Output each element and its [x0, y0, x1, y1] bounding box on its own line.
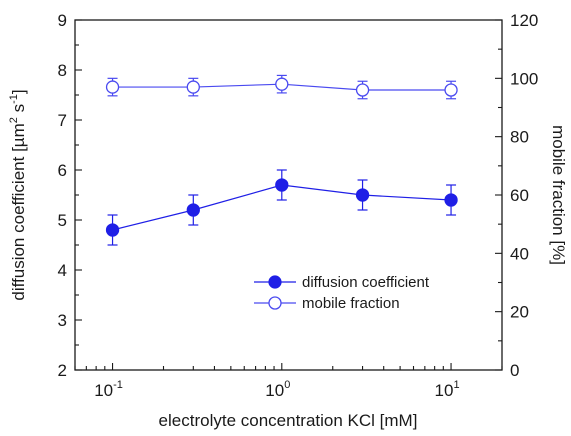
right-y-tick-label: 120	[510, 11, 538, 30]
legend-marker-mobile-fraction	[268, 296, 282, 310]
legend-marker-diffusion-coefficient	[268, 275, 282, 289]
data-point-diffusion-coefficient	[355, 188, 370, 202]
legend: diffusion coefficient mobile fraction	[254, 274, 430, 312]
left-y-axis-label-sup2: -1	[8, 94, 20, 104]
legend-entry-diffusion-coefficient: diffusion coefficient	[254, 274, 430, 291]
series-mobile-fraction	[105, 74, 458, 100]
plot-area: 10-1 100 101 2 3 4 5 6 7 8 9 0 20 40 60 80 100 120	[58, 11, 539, 400]
left-y-tick-label: 3	[58, 311, 67, 330]
right-y-axis-ticks: 0 20 40 60 80 100 120	[495, 11, 538, 380]
data-point-mobile-fraction	[186, 80, 200, 94]
left-y-axis-ticks: 2 3 4 5 6 7 8 9	[58, 11, 82, 380]
left-y-axis-label: diffusion coefficient [µm2 s-1]	[8, 89, 28, 300]
series-layer	[105, 74, 458, 246]
left-y-axis-label-main: diffusion coefficient [µm	[9, 123, 28, 300]
right-y-tick-label: 100	[510, 69, 538, 88]
x-axis-ticks: 10-1 100 101	[74, 363, 503, 400]
left-y-axis-label-sup1: 2	[8, 117, 20, 123]
left-y-axis-label-mid: s	[9, 104, 28, 117]
data-point-mobile-fraction	[444, 83, 458, 97]
left-y-tick-label: 4	[58, 261, 67, 280]
right-y-tick-label: 80	[510, 128, 529, 147]
left-y-tick-label: 7	[58, 111, 67, 130]
data-point-diffusion-coefficient	[186, 203, 200, 217]
legend-label-diffusion-coefficient: diffusion coefficient	[302, 274, 430, 291]
left-y-tick-label: 5	[58, 211, 67, 230]
left-y-axis-label-end: ]	[9, 89, 28, 94]
data-point-mobile-fraction	[105, 80, 120, 94]
data-point-mobile-fraction	[275, 77, 289, 91]
x-axis-label: electrolyte concentration KCl [mM]	[159, 411, 418, 430]
right-y-axis-label: mobile fraction [%]	[549, 125, 568, 265]
right-y-tick-label: 40	[510, 244, 529, 263]
right-y-tick-label: 0	[510, 361, 519, 380]
legend-label-mobile-fraction: mobile fraction	[302, 295, 400, 312]
left-y-tick-label: 9	[58, 11, 67, 30]
data-point-diffusion-coefficient	[105, 223, 120, 237]
data-point-diffusion-coefficient	[444, 193, 458, 207]
x-tick-label: 101	[435, 379, 460, 400]
data-point-mobile-fraction	[355, 83, 370, 97]
right-y-tick-label: 20	[510, 303, 529, 322]
left-y-tick-label: 8	[58, 61, 67, 80]
left-y-tick-label: 6	[58, 161, 67, 180]
right-y-tick-label: 60	[510, 186, 529, 205]
data-point-diffusion-coefficient	[275, 178, 289, 192]
x-tick-label: 100	[265, 379, 290, 400]
plot-frame	[74, 19, 503, 371]
series-diffusion-coefficient	[105, 169, 458, 246]
x-tick-label: 10-1	[94, 379, 123, 400]
legend-entry-mobile-fraction: mobile fraction	[254, 295, 400, 312]
left-y-tick-label: 2	[58, 361, 67, 380]
